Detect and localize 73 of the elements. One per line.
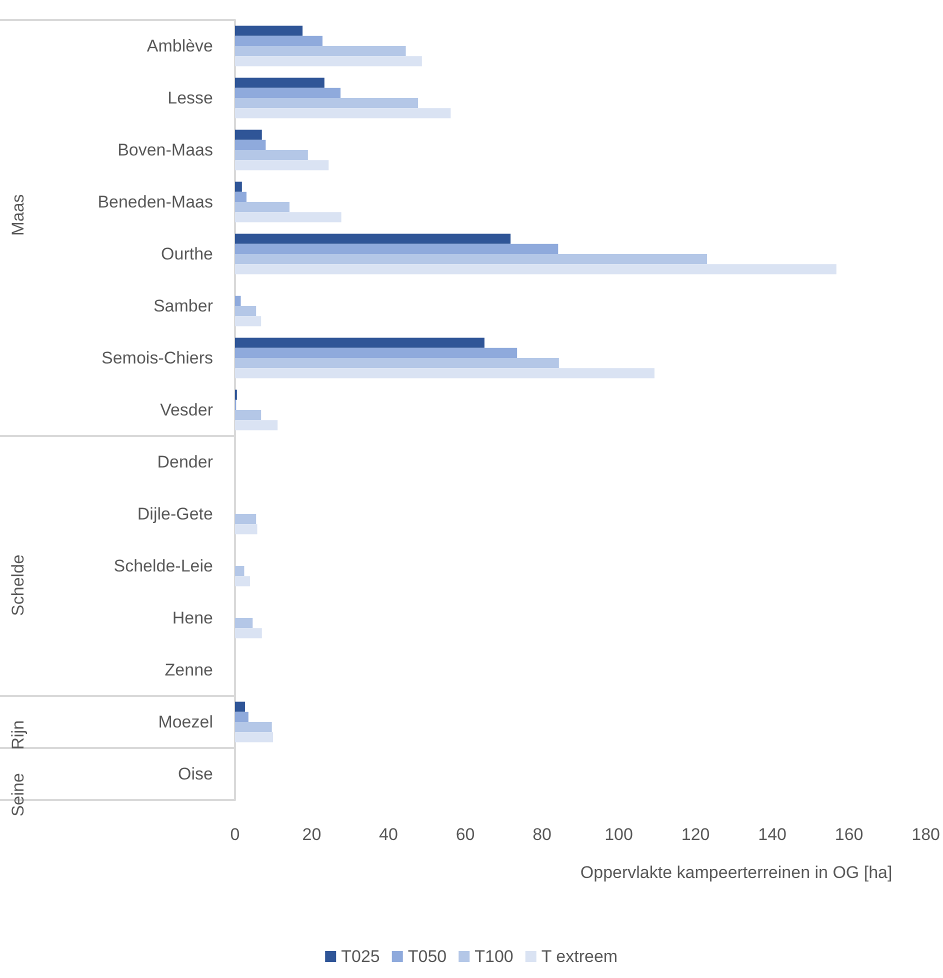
y-tick-label: Lesse xyxy=(168,88,213,108)
y-tick-label: Hene xyxy=(172,608,213,628)
bar xyxy=(235,244,558,254)
bar xyxy=(235,566,244,576)
bar xyxy=(235,182,242,192)
bar xyxy=(235,722,272,732)
bar xyxy=(235,524,258,534)
bar xyxy=(235,56,422,66)
bar xyxy=(235,254,708,264)
bar xyxy=(235,88,341,98)
bar xyxy=(235,296,241,306)
text: Maas xyxy=(8,194,28,236)
x-tick-label: 0 xyxy=(230,825,240,844)
bar xyxy=(235,576,250,586)
bar xyxy=(235,140,266,150)
bar xyxy=(235,306,256,316)
bar xyxy=(235,264,836,274)
y-tick-label: Vesder xyxy=(160,400,214,420)
text: Rijn xyxy=(8,720,28,750)
bar xyxy=(235,358,559,368)
legend-label: T050 xyxy=(408,947,447,966)
x-axis-title: Oppervlakte kampeerterreinen in OG [ha] xyxy=(580,863,892,882)
bar xyxy=(235,702,245,712)
text: Seine xyxy=(8,773,28,817)
bar xyxy=(235,202,290,212)
bar xyxy=(235,420,278,430)
bar xyxy=(235,46,406,56)
y-tick-label: Moezel xyxy=(158,712,213,732)
bar xyxy=(235,410,262,420)
bar xyxy=(235,234,511,244)
y-tick-label: Boven-Maas xyxy=(118,140,213,160)
bar xyxy=(235,26,303,36)
x-tick-label: 40 xyxy=(379,825,398,844)
bar xyxy=(235,316,262,326)
bar xyxy=(235,192,247,202)
y-tick-label: Amblève xyxy=(146,36,213,56)
bar xyxy=(235,618,253,628)
bar xyxy=(235,348,518,358)
y-tick-label: Dender xyxy=(157,452,214,472)
y-tick-label: Samber xyxy=(153,296,214,316)
bar xyxy=(235,338,484,348)
legend-label: T extreem xyxy=(541,947,618,966)
y-tick-label: Ourthe xyxy=(161,244,213,264)
x-tick-label: 80 xyxy=(532,825,552,844)
bar xyxy=(235,78,324,88)
x-tick-label: 160 xyxy=(834,825,864,844)
y-tick-label: Oise xyxy=(178,764,213,784)
x-tick-label: 140 xyxy=(758,825,786,844)
x-tick-label: 120 xyxy=(681,825,710,844)
bar xyxy=(235,160,329,170)
text: Schelde xyxy=(8,554,28,616)
bar xyxy=(235,514,256,524)
bar xyxy=(235,212,342,222)
bar xyxy=(235,628,262,638)
y-tick-label: Schelde-Leie xyxy=(114,556,213,576)
x-tick-label: 180 xyxy=(912,825,940,844)
legend-label: T025 xyxy=(341,947,380,966)
legend-label: T100 xyxy=(474,947,514,966)
x-tick-label: 60 xyxy=(456,825,475,844)
x-tick-label: 20 xyxy=(302,825,322,844)
bar xyxy=(235,98,418,108)
bar xyxy=(235,36,323,46)
bar xyxy=(235,130,262,140)
y-tick-label: Beneden-Maas xyxy=(98,192,213,212)
y-tick-label: Zenne xyxy=(164,660,213,680)
y-tick-label: Semois-Chiers xyxy=(102,348,213,368)
x-tick-label: 100 xyxy=(604,825,633,844)
bar xyxy=(235,150,308,160)
bar xyxy=(235,108,451,118)
bar xyxy=(235,368,654,378)
bar xyxy=(235,712,248,722)
y-tick-label: Dijle-Gete xyxy=(137,504,213,524)
bar xyxy=(235,732,273,742)
